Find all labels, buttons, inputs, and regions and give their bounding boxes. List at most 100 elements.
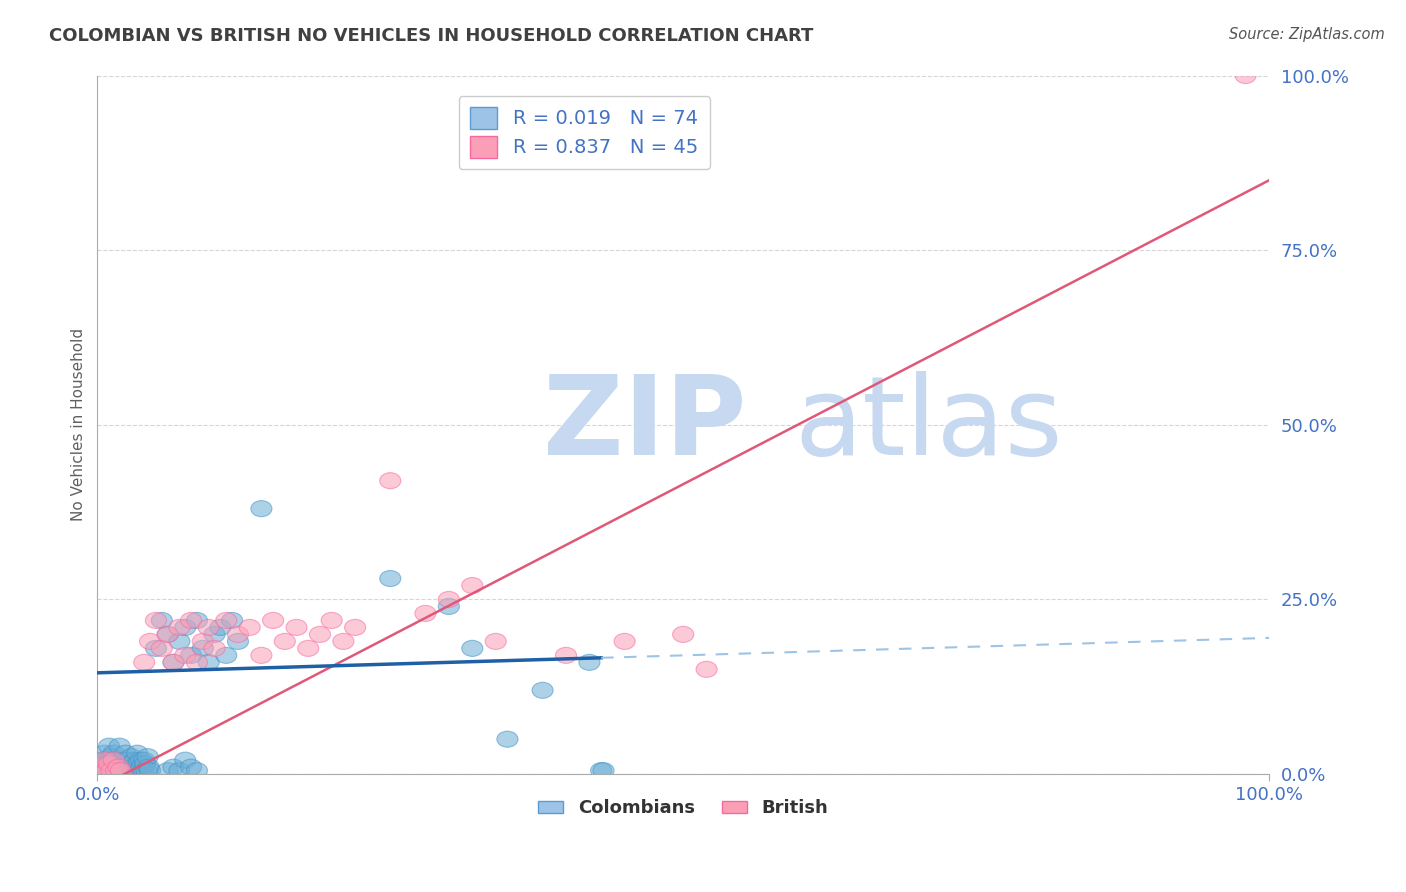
- Ellipse shape: [204, 640, 225, 657]
- Ellipse shape: [228, 626, 249, 642]
- Ellipse shape: [100, 759, 121, 775]
- Ellipse shape: [250, 648, 271, 664]
- Ellipse shape: [193, 640, 214, 657]
- Ellipse shape: [215, 648, 236, 664]
- Ellipse shape: [135, 756, 156, 772]
- Ellipse shape: [96, 752, 117, 768]
- Ellipse shape: [103, 763, 124, 779]
- Ellipse shape: [439, 591, 460, 607]
- Legend: Colombians, British: Colombians, British: [531, 792, 835, 824]
- Ellipse shape: [380, 473, 401, 489]
- Ellipse shape: [593, 763, 614, 779]
- Ellipse shape: [134, 752, 155, 768]
- Ellipse shape: [89, 763, 110, 779]
- Text: ZIP: ZIP: [543, 371, 747, 478]
- Ellipse shape: [614, 633, 636, 649]
- Ellipse shape: [298, 640, 319, 657]
- Ellipse shape: [103, 745, 124, 761]
- Ellipse shape: [672, 626, 693, 642]
- Ellipse shape: [101, 748, 122, 764]
- Ellipse shape: [98, 756, 120, 772]
- Ellipse shape: [531, 682, 553, 698]
- Ellipse shape: [131, 759, 152, 775]
- Ellipse shape: [204, 626, 225, 642]
- Ellipse shape: [136, 763, 157, 779]
- Ellipse shape: [174, 648, 195, 664]
- Ellipse shape: [138, 748, 159, 764]
- Ellipse shape: [380, 571, 401, 587]
- Ellipse shape: [131, 752, 152, 768]
- Ellipse shape: [145, 640, 166, 657]
- Ellipse shape: [128, 756, 149, 772]
- Ellipse shape: [239, 619, 260, 635]
- Ellipse shape: [90, 752, 111, 768]
- Ellipse shape: [103, 752, 124, 768]
- Ellipse shape: [274, 633, 295, 649]
- Ellipse shape: [209, 619, 231, 635]
- Ellipse shape: [152, 640, 173, 657]
- Ellipse shape: [96, 763, 117, 779]
- Ellipse shape: [127, 745, 148, 761]
- Ellipse shape: [124, 759, 145, 775]
- Ellipse shape: [222, 613, 243, 629]
- Ellipse shape: [97, 763, 118, 779]
- Ellipse shape: [163, 759, 184, 775]
- Ellipse shape: [89, 759, 110, 775]
- Ellipse shape: [496, 731, 517, 747]
- Ellipse shape: [579, 655, 600, 671]
- Ellipse shape: [285, 619, 307, 635]
- Ellipse shape: [122, 763, 143, 779]
- Ellipse shape: [105, 763, 127, 779]
- Text: COLOMBIAN VS BRITISH NO VEHICLES IN HOUSEHOLD CORRELATION CHART: COLOMBIAN VS BRITISH NO VEHICLES IN HOUS…: [49, 27, 814, 45]
- Ellipse shape: [696, 661, 717, 677]
- Ellipse shape: [120, 756, 141, 772]
- Ellipse shape: [169, 763, 190, 779]
- Ellipse shape: [111, 756, 132, 772]
- Ellipse shape: [321, 613, 342, 629]
- Ellipse shape: [96, 756, 117, 772]
- Ellipse shape: [91, 759, 112, 775]
- Ellipse shape: [124, 752, 145, 768]
- Text: atlas: atlas: [794, 371, 1063, 478]
- Ellipse shape: [180, 648, 201, 664]
- Ellipse shape: [555, 648, 576, 664]
- Y-axis label: No Vehicles in Household: No Vehicles in Household: [72, 328, 86, 522]
- Ellipse shape: [187, 763, 208, 779]
- Ellipse shape: [114, 763, 135, 779]
- Ellipse shape: [1234, 68, 1256, 84]
- Ellipse shape: [169, 619, 190, 635]
- Ellipse shape: [198, 619, 219, 635]
- Ellipse shape: [110, 763, 131, 779]
- Ellipse shape: [134, 655, 155, 671]
- Ellipse shape: [145, 613, 166, 629]
- Ellipse shape: [193, 633, 214, 649]
- Ellipse shape: [93, 763, 114, 779]
- Ellipse shape: [117, 759, 138, 775]
- Ellipse shape: [187, 613, 208, 629]
- Ellipse shape: [110, 763, 131, 779]
- Ellipse shape: [461, 640, 482, 657]
- Ellipse shape: [139, 763, 160, 779]
- Ellipse shape: [115, 745, 136, 761]
- Ellipse shape: [152, 613, 173, 629]
- Ellipse shape: [180, 613, 201, 629]
- Ellipse shape: [309, 626, 330, 642]
- Ellipse shape: [215, 613, 236, 629]
- Ellipse shape: [98, 739, 120, 755]
- Ellipse shape: [461, 577, 482, 593]
- Ellipse shape: [118, 763, 139, 779]
- Ellipse shape: [174, 619, 195, 635]
- Ellipse shape: [157, 626, 179, 642]
- Ellipse shape: [198, 655, 219, 671]
- Ellipse shape: [344, 619, 366, 635]
- Ellipse shape: [485, 633, 506, 649]
- Ellipse shape: [129, 763, 150, 779]
- Ellipse shape: [180, 759, 201, 775]
- Ellipse shape: [125, 763, 146, 779]
- Ellipse shape: [163, 655, 184, 671]
- Ellipse shape: [108, 759, 129, 775]
- Ellipse shape: [139, 633, 160, 649]
- Ellipse shape: [415, 606, 436, 622]
- Ellipse shape: [121, 748, 142, 764]
- Ellipse shape: [138, 759, 159, 775]
